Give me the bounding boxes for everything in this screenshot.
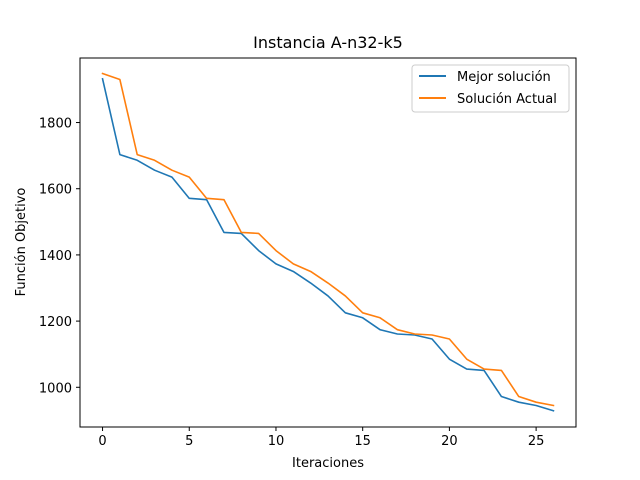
y-axis-label: Función Objetivo bbox=[14, 188, 29, 297]
x-axis-label: Iteraciones bbox=[292, 456, 364, 471]
x-tick-label: 10 bbox=[268, 434, 285, 449]
legend: Mejor solución Solución Actual bbox=[411, 64, 570, 113]
legend-label-solucion-actual: Solución Actual bbox=[457, 92, 557, 107]
y-axis-ticks: 1000 1200 1400 1600 1800 bbox=[39, 117, 80, 396]
y-tick-label: 1200 bbox=[39, 315, 72, 330]
series-line-solucion-actual bbox=[101, 72, 555, 407]
x-axis-ticks: 0 5 10 15 20 25 bbox=[98, 427, 544, 449]
legend-box bbox=[411, 64, 570, 113]
x-tick-label: 15 bbox=[354, 434, 371, 449]
y-tick-label: 1600 bbox=[39, 183, 72, 198]
y-tick-label: 1000 bbox=[39, 381, 72, 396]
legend-label-mejor-solucion: Mejor solución bbox=[457, 70, 551, 85]
x-tick-label: 20 bbox=[441, 434, 458, 449]
plot-area bbox=[101, 72, 555, 412]
y-tick-label: 1400 bbox=[39, 249, 72, 264]
chart-title: Instancia A-n32-k5 bbox=[253, 33, 403, 52]
x-tick-label: 0 bbox=[98, 434, 106, 449]
x-tick-label: 25 bbox=[528, 434, 545, 449]
y-tick-label: 1800 bbox=[39, 117, 72, 132]
series-line-mejor-solucion bbox=[101, 77, 555, 412]
x-tick-label: 5 bbox=[185, 434, 193, 449]
axes-frame bbox=[79, 57, 577, 428]
